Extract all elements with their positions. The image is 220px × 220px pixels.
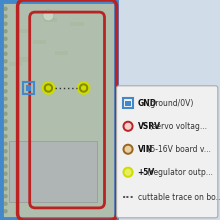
Circle shape <box>4 22 7 25</box>
Text: GND: GND <box>138 99 157 108</box>
Circle shape <box>4 172 7 175</box>
Bar <box>70 22 84 26</box>
Circle shape <box>123 167 133 177</box>
Circle shape <box>4 195 7 198</box>
Circle shape <box>4 60 7 63</box>
Text: (servo voltag...: (servo voltag... <box>147 122 207 131</box>
Circle shape <box>4 105 7 108</box>
Circle shape <box>4 210 7 213</box>
Circle shape <box>4 52 7 55</box>
Text: (ground/0V): (ground/0V) <box>145 99 193 108</box>
Text: (5-16V board v...: (5-16V board v... <box>145 145 211 154</box>
FancyBboxPatch shape <box>117 86 218 218</box>
Bar <box>9 62 22 66</box>
Circle shape <box>82 86 86 90</box>
Text: cuttable trace on bo...: cuttable trace on bo... <box>138 193 220 202</box>
Bar <box>2 2 114 218</box>
Circle shape <box>125 123 131 129</box>
Circle shape <box>4 45 7 48</box>
Circle shape <box>42 82 55 94</box>
Circle shape <box>4 75 7 78</box>
Circle shape <box>4 157 7 160</box>
Circle shape <box>4 142 7 145</box>
Bar <box>9 141 97 202</box>
Circle shape <box>4 180 7 183</box>
Bar <box>18 57 31 62</box>
Circle shape <box>4 135 7 138</box>
Circle shape <box>46 86 50 90</box>
Text: VSRV: VSRV <box>138 122 161 131</box>
Text: +5V: +5V <box>138 168 155 177</box>
Circle shape <box>125 146 131 152</box>
Circle shape <box>4 127 7 130</box>
Circle shape <box>4 67 7 70</box>
Circle shape <box>4 112 7 115</box>
Bar <box>23 82 34 94</box>
Text: VIN: VIN <box>138 145 153 154</box>
Bar <box>0 0 117 220</box>
Bar <box>55 51 68 55</box>
Circle shape <box>4 30 7 33</box>
Circle shape <box>80 84 88 92</box>
Circle shape <box>44 84 52 92</box>
Bar <box>125 101 131 106</box>
Circle shape <box>4 37 7 40</box>
Circle shape <box>4 120 7 123</box>
Bar <box>26 85 31 91</box>
Circle shape <box>4 82 7 85</box>
Circle shape <box>4 15 7 18</box>
Circle shape <box>4 97 7 100</box>
Circle shape <box>4 165 7 168</box>
Circle shape <box>77 82 90 94</box>
Bar <box>123 99 133 108</box>
Circle shape <box>125 169 131 175</box>
Bar <box>44 18 57 22</box>
Circle shape <box>4 202 7 205</box>
Circle shape <box>43 10 54 21</box>
Circle shape <box>4 90 7 93</box>
Circle shape <box>4 150 7 153</box>
Bar <box>33 40 46 44</box>
Bar <box>18 29 31 33</box>
Circle shape <box>123 121 133 131</box>
Circle shape <box>4 187 7 190</box>
Text: (regulator outp...: (regulator outp... <box>145 168 213 177</box>
Circle shape <box>4 7 7 10</box>
Circle shape <box>123 144 133 154</box>
Text: ···: ··· <box>122 193 134 203</box>
